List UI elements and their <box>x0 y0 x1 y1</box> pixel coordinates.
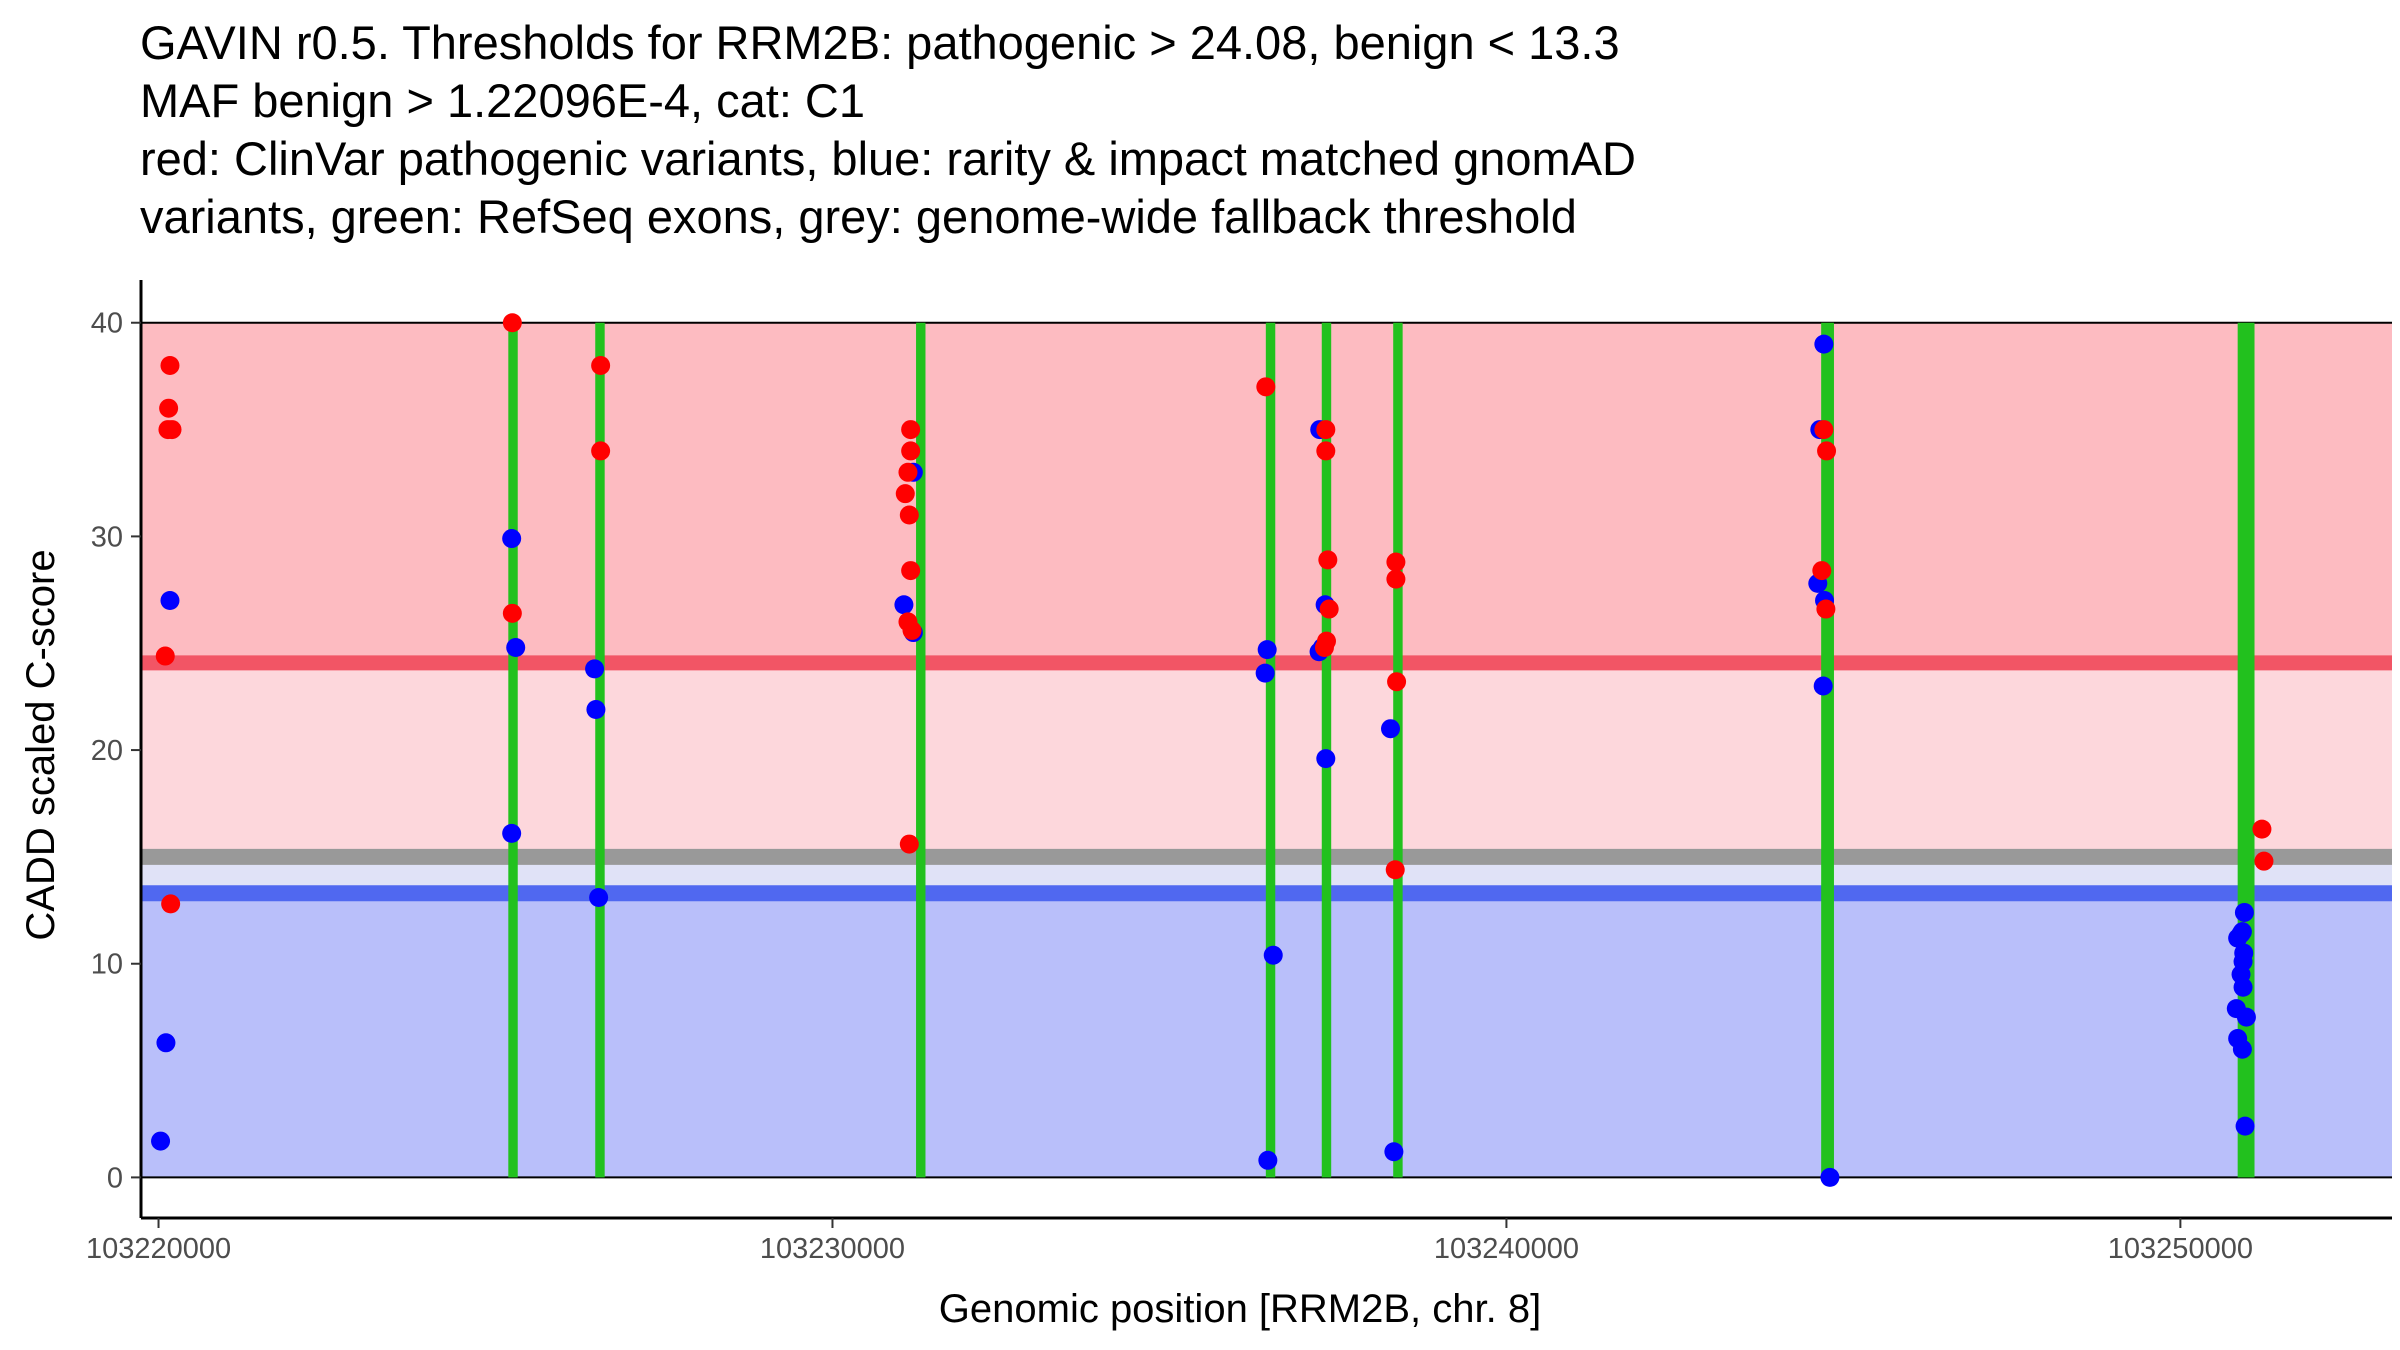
exon-2 <box>595 322 605 1178</box>
gnomad-matched-point-2 <box>156 1033 176 1053</box>
y-tick-label-20: 20 <box>91 735 123 767</box>
axes: 0 10 20 30 40 103220000 103230000 103240000 1032… <box>86 280 2392 1265</box>
gnomad-matched-point-9 <box>589 887 609 907</box>
exon-3 <box>916 322 926 1178</box>
gnomad-matched-point-41 <box>2232 1039 2252 1059</box>
gnomad-matched-point-3 <box>160 591 180 611</box>
gnomad-matched-point-4 <box>502 529 522 549</box>
gnomad-matched-point-5 <box>506 638 526 658</box>
gnomad-matched-point-33 <box>2231 924 2251 944</box>
clinvar-pathogenic-point-13 <box>901 420 921 440</box>
clinvar-pathogenic-point-3 <box>160 355 180 375</box>
clinvar-pathogenic-point-32 <box>1817 441 1837 461</box>
clinvar-pathogenic-point-2 <box>159 398 179 418</box>
y-axis-title: CADD scaled C-score <box>19 549 63 940</box>
gnomad-matched-point-42 <box>2235 1116 2255 1136</box>
x-tick-label-103250000: 103250000 <box>2108 1233 2253 1265</box>
clinvar-pathogenic-point-36 <box>2254 851 2274 871</box>
exon-7 <box>1821 322 1834 1178</box>
x-tick-label-103230000: 103230000 <box>760 1233 905 1265</box>
title-line-3: red: ClinVar pathogenic variants, blue: … <box>140 132 1636 185</box>
clinvar-pathogenic-point-8 <box>502 603 522 623</box>
exon-1 <box>508 322 518 1178</box>
gnomad-matched-point-28 <box>1813 676 1833 696</box>
exon-6 <box>1393 322 1403 1178</box>
clinvar-pathogenic-point-28 <box>1386 569 1406 589</box>
clinvar-pathogenic-point-9 <box>591 355 611 375</box>
gnomad-matched-point-1 <box>151 1131 171 1151</box>
gnomad-matched-point-22 <box>1381 719 1401 739</box>
title-line-4: variants, green: RefSeq exons, grey: gen… <box>140 190 1577 243</box>
clinvar-pathogenic-point-15 <box>898 462 918 482</box>
clinvar-pathogenic-point-20 <box>1256 377 1276 397</box>
clinvar-pathogenic-point-19 <box>899 834 919 854</box>
gnomad-matched-point-23 <box>1384 1142 1404 1162</box>
clinvar-pathogenic-point-29 <box>1387 672 1407 692</box>
clinvar-pathogenic-point-22 <box>1316 441 1336 461</box>
gnomad-matched-point-16 <box>1258 1150 1278 1170</box>
gnomad-matched-point-15 <box>1263 945 1283 965</box>
clinvar-pathogenic-point-10 <box>591 441 611 461</box>
clinvar-pathogenic-point-12 <box>899 505 919 525</box>
clinvar-pathogenic-point-26 <box>1314 638 1334 658</box>
clinvar-pathogenic-point-1 <box>155 646 175 666</box>
chart-title: GAVIN r0.5. Thresholds for RRM2B: pathog… <box>140 14 2380 246</box>
y-tick-label-0: 0 <box>107 1162 123 1194</box>
clinvar-pathogenic-point-11 <box>895 484 915 504</box>
clinvar-pathogenic-point-21 <box>1316 420 1336 440</box>
x-tick-label-103220000: 103220000 <box>86 1233 231 1265</box>
gnomad-matched-point-29 <box>1820 1167 1840 1187</box>
gnomad-matched-point-8 <box>586 699 606 719</box>
clinvar-pathogenic-point-24 <box>1319 599 1339 619</box>
clinvar-pathogenic-point-7 <box>502 313 522 333</box>
clinvar-pathogenic-point-16 <box>901 561 921 581</box>
gnomad-matched-point-7 <box>585 659 605 679</box>
gnomad-matched-point-21 <box>1316 749 1336 769</box>
variant-points <box>151 313 2274 1187</box>
x-tick-label-103240000: 103240000 <box>1434 1233 1579 1265</box>
exon-4 <box>1265 322 1276 1178</box>
gnomad-matched-point-10 <box>894 595 914 615</box>
gnomad-matched-point-14 <box>1255 663 1275 683</box>
gnomad-matched-point-6 <box>502 823 522 843</box>
clinvar-pathogenic-point-27 <box>1386 552 1406 572</box>
title-line-1: GAVIN r0.5. Thresholds for RRM2B: pathog… <box>140 16 1620 69</box>
clinvar-pathogenic-point-31 <box>1814 420 1834 440</box>
clinvar-pathogenic-point-18 <box>902 620 922 640</box>
x-axis-title: Genomic position [RRM2B, chr. 8] <box>939 1287 1541 1331</box>
clinvar-pathogenic-point-5 <box>162 420 182 440</box>
gnomad-matched-point-24 <box>1814 334 1834 354</box>
title-line-2: MAF benign > 1.22096E-4, cat: C1 <box>140 74 866 127</box>
gnomad-matched-point-37 <box>2233 977 2253 997</box>
gnomad-matched-point-13 <box>1257 640 1277 660</box>
y-tick-label-30: 30 <box>91 521 123 553</box>
clinvar-pathogenic-point-6 <box>161 894 181 914</box>
clinvar-pathogenic-point-33 <box>1812 561 1832 581</box>
clinvar-pathogenic-point-34 <box>1816 599 1836 619</box>
clinvar-pathogenic-point-14 <box>901 441 921 461</box>
clinvar-pathogenic-point-30 <box>1385 860 1405 880</box>
clinvar-pathogenic-point-23 <box>1318 550 1338 570</box>
clinvar-pathogenic-point-35 <box>2252 819 2272 839</box>
y-tick-label-10: 10 <box>91 949 123 981</box>
gnomad-matched-point-30 <box>2234 902 2254 922</box>
y-tick-label-40: 40 <box>91 308 123 340</box>
gnomad-matched-point-39 <box>2236 1007 2256 1027</box>
